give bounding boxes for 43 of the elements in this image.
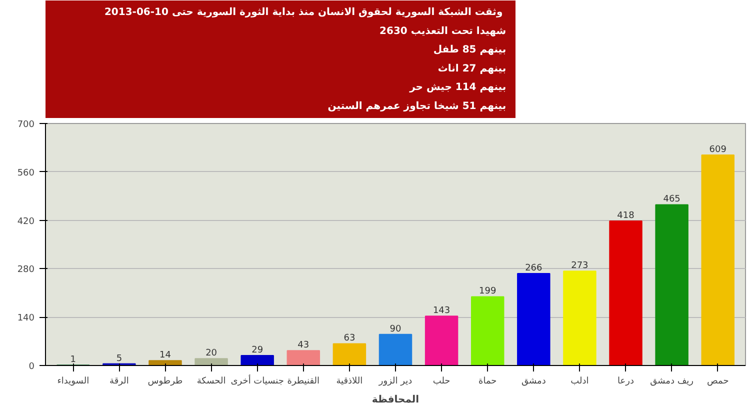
y-tick-label: 560 [17, 168, 35, 178]
x-tick-label: الرقة [110, 376, 129, 386]
data-label: 63 [344, 334, 356, 344]
x-tick-label: اللاذقية [336, 376, 363, 386]
text: بينهم 51 شيخا تجاوز عمرهم الستين [328, 100, 506, 112]
x-tick-label: حلب [432, 376, 450, 386]
chart-title: وثقت الشبكة السورية لحقوق الانسان منذ بداية الثورة السورية حتى 10-06-2013 [104, 7, 503, 18]
x-tick-label: ادلب [570, 376, 589, 386]
data-label: 5 [116, 354, 122, 364]
text: بينهم 114 جيش حر [408, 82, 506, 94]
data-label: 609 [709, 144, 727, 155]
y-tick-label: 140 [17, 314, 35, 324]
x-tick-label: جنسيات أخرى [230, 374, 284, 386]
x-tick-label: القنيطرة [287, 376, 320, 386]
data-label: 1 [70, 355, 76, 366]
x-tick-label: حمص [706, 376, 729, 386]
text: بينهم 27 اناث [438, 63, 506, 74]
data-label: 273 [571, 261, 588, 272]
data-label: 29 [252, 345, 264, 356]
data-label: 199 [479, 286, 496, 297]
text: 2630 شهيدا تحت التعذيب [380, 26, 506, 37]
text: بينهم 85 طفل [433, 44, 506, 56]
data-label: 43 [298, 340, 310, 351]
y-tick-label: 0 [28, 362, 35, 372]
data-label: 20 [206, 348, 218, 359]
data-label: 143 [432, 306, 450, 316]
x-tick-label: ريف دمشق [650, 376, 694, 386]
x-tick-label: حماة [478, 376, 497, 386]
data-label: 14 [160, 350, 172, 361]
x-tick-label: دمشق [521, 376, 546, 386]
y-tick-label: 280 [17, 265, 35, 276]
data-label: 266 [525, 264, 543, 274]
data-label: 418 [617, 210, 635, 221]
data-label: 90 [390, 324, 402, 334]
x-tick-label: دير الزور [378, 376, 412, 386]
x-tick-label: درعا [618, 376, 634, 386]
x-tick-label: الحسكة [196, 376, 226, 386]
x-axis-title: المحافظة [372, 394, 420, 406]
y-tick-label: 700 [17, 120, 35, 130]
data-label: 465 [663, 194, 680, 205]
x-tick-label: طرطوس [148, 376, 183, 386]
x-tick-label: السويداء [57, 376, 90, 386]
y-tick-label: 420 [17, 216, 35, 227]
